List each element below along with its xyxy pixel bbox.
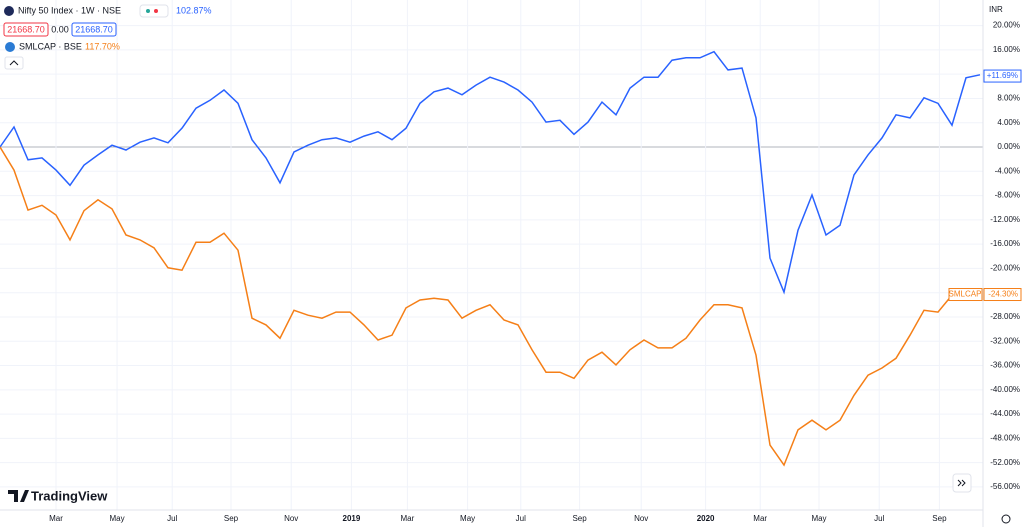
x-tick-label: May (460, 514, 475, 523)
last-value-tag (983, 69, 1022, 83)
x-tick-label: Nov (284, 514, 298, 523)
y-tick-label: -4.00% (995, 166, 1020, 175)
y-tick-label: 20.00% (993, 21, 1020, 30)
ask: 21668.70 (75, 24, 113, 34)
y-tick-label: -20.00% (990, 264, 1020, 273)
y-tick-label: -36.00% (990, 361, 1020, 370)
spread: 0.00 (51, 24, 69, 34)
compare-title: SMLCAP · BSE (19, 41, 82, 51)
collapse-icon (9, 60, 19, 66)
last-value-tag (983, 288, 1022, 302)
bid-box[interactable] (3, 22, 49, 37)
series-tag (948, 288, 983, 302)
scroll-button[interactable] (952, 473, 972, 493)
y-tick-label: -16.00% (990, 239, 1020, 248)
y-tick-label: -56.00% (990, 482, 1020, 491)
x-tick-label: Jul (516, 514, 526, 523)
x-tick-label: Sep (932, 514, 947, 523)
bid: 21668.70 (7, 24, 45, 34)
y-tick-label: -52.00% (990, 458, 1020, 467)
grid (0, 0, 983, 510)
y-tick-label: 4.00% (997, 118, 1020, 127)
ask-box[interactable] (71, 22, 117, 37)
series-line (0, 146, 981, 467)
y-tick-label: 8.00% (997, 94, 1020, 103)
x-tick-label: Jul (167, 514, 177, 523)
y-tick-label: -8.00% (995, 191, 1020, 200)
x-tick-label: Mar (49, 514, 63, 523)
scroll-icon (957, 479, 966, 487)
x-tick-label: May (109, 514, 124, 523)
y-tick-label: -32.00% (990, 336, 1020, 345)
plot (0, 50, 981, 467)
y-tick-label: 0.00% (997, 142, 1020, 151)
x-tick-label: Mar (401, 514, 415, 523)
x-tick-label: Nov (634, 514, 648, 523)
collapse-button[interactable] (4, 56, 24, 70)
series-name: SMLCAP (949, 290, 982, 299)
symbol-title: Nifty 50 Index · 1W · NSE (18, 5, 121, 15)
series-line (0, 50, 981, 295)
x-tick-label: Sep (572, 514, 587, 523)
settings-button[interactable] (1001, 514, 1011, 524)
last-value-label: -24.30% (988, 290, 1018, 299)
x-tick-label: Sep (224, 514, 239, 523)
x-tick-label: May (811, 514, 826, 523)
last-value-label: +11.69% (987, 71, 1018, 80)
compare-icon (5, 42, 15, 52)
currency: INR (989, 5, 1003, 14)
status-dot (154, 9, 158, 13)
logo-icon (8, 490, 29, 502)
change: 102.87% (176, 5, 212, 15)
brand: TradingView (31, 488, 108, 503)
y-tick-label: -44.00% (990, 409, 1020, 418)
status-dot (146, 9, 150, 13)
y-tick-label: -12.00% (990, 215, 1020, 224)
x-tick-label: Jul (874, 514, 884, 523)
y-tick-label: -48.00% (990, 433, 1020, 442)
compare-change: 117.70% (85, 41, 120, 51)
y-tick-label: 16.00% (993, 45, 1020, 54)
y-tick-label: -40.00% (990, 385, 1020, 394)
symbol-icon (4, 6, 14, 16)
x-tick-label: Mar (753, 514, 767, 523)
x-tick-label: 2020 (697, 514, 715, 523)
y-tick-label: -28.00% (990, 312, 1020, 321)
x-tick-label: 2019 (343, 514, 361, 523)
